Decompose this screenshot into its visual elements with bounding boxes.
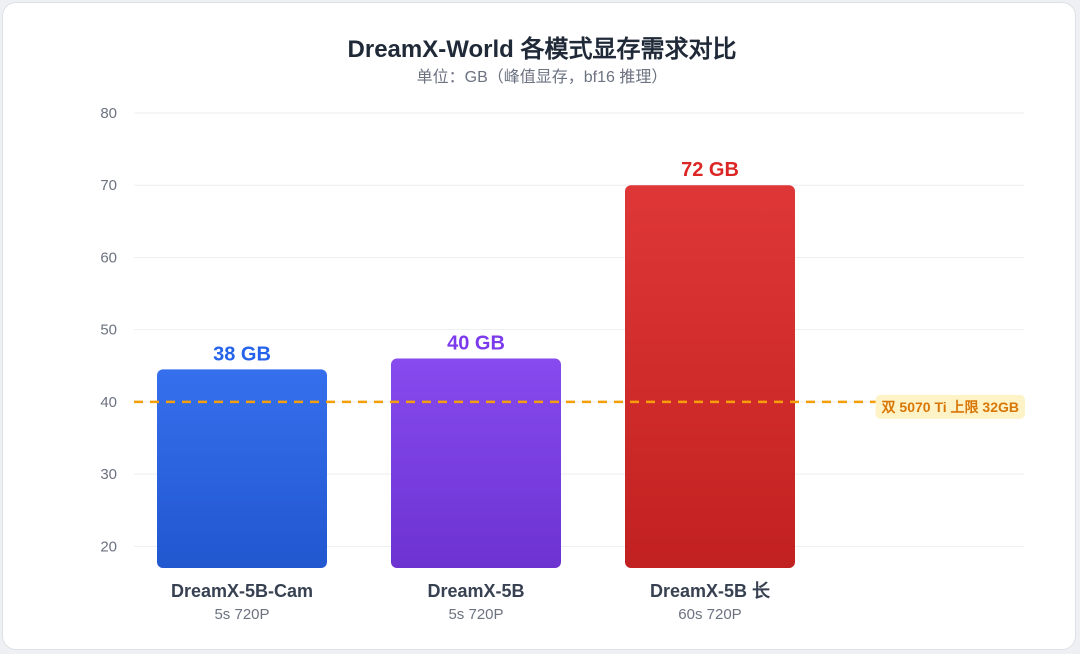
x-category-label: DreamX-5B (427, 581, 524, 601)
y-tick-label: 50 (100, 322, 117, 339)
reference-line-label: 双 5070 Ti 上限 32GB (882, 399, 1019, 415)
x-category-label: DreamX-5B 长 (650, 581, 771, 601)
bar-value-label: 72 GB (681, 159, 739, 181)
x-category-sublabel: 5s 720P (214, 606, 269, 623)
y-tick-label: 60 (100, 249, 117, 266)
bar (625, 185, 795, 568)
y-tick-label: 20 (100, 538, 117, 555)
x-category-label: DreamX-5B-Cam (171, 581, 313, 601)
y-tick-label: 70 (100, 177, 117, 194)
chart-subtitle: 单位：GB（峰值显存，bf16 推理） (416, 69, 668, 86)
bar-value-label: 40 GB (447, 333, 505, 355)
y-tick-label: 40 (100, 394, 117, 411)
bar (157, 369, 327, 568)
chart-title: DreamX-World 各模式显存需求对比 (347, 36, 737, 63)
x-category-sublabel: 5s 720P (448, 606, 503, 623)
y-tick-label: 30 (100, 466, 117, 483)
reference-line-label-bg (875, 394, 1025, 419)
bar (391, 358, 561, 568)
x-category-sublabel: 60s 720P (678, 606, 741, 623)
y-tick-label: 80 (100, 105, 117, 122)
bar-value-label: 38 GB (213, 343, 271, 365)
